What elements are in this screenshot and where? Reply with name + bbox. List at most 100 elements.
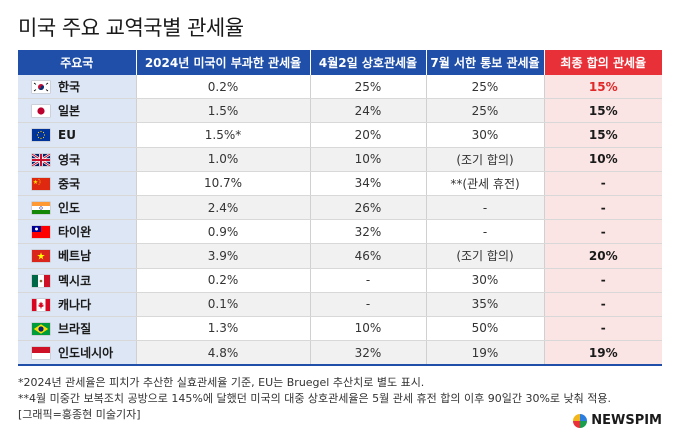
country-name: 인도네시아 xyxy=(58,346,114,361)
cell-country: EU xyxy=(18,122,137,148)
cell-april2-tariff: 32% xyxy=(310,219,427,245)
table-row: EU 1.5%* 20% 30% 15% xyxy=(18,122,662,148)
cell-country: 브라질 xyxy=(18,316,137,342)
cell-july-tariff: (조기 합의) xyxy=(426,243,545,269)
newspim-logo: NEWSPIM xyxy=(573,413,662,428)
japan-flag-icon xyxy=(32,105,50,118)
header-2024-tariff: 2024년 미국이 부과한 관세율 xyxy=(136,50,311,75)
cell-final-tariff: - xyxy=(544,268,662,293)
country-name: 멕시코 xyxy=(58,273,92,288)
table-row: 인도네시아 4.8% 32% 19% 19% xyxy=(18,340,662,367)
cell-2024-tariff: 10.7% xyxy=(136,171,311,196)
eu-flag-icon xyxy=(32,128,50,141)
cell-2024-tariff: 0.1% xyxy=(136,292,311,317)
cell-country: 영국 xyxy=(18,147,137,172)
cell-april2-tariff: - xyxy=(310,268,427,293)
table-header-row: 주요국 2024년 미국이 부과한 관세율 4월2일 상호관세율 7월 서한 통… xyxy=(18,50,662,75)
cell-april2-tariff: - xyxy=(310,292,427,317)
newspim-logo-icon xyxy=(573,413,588,428)
cell-2024-tariff: 1.5%* xyxy=(136,122,311,148)
cell-2024-tariff: 1.3% xyxy=(136,316,311,342)
cell-april2-tariff: 10% xyxy=(310,316,427,342)
cell-final-tariff: 20% xyxy=(544,243,662,269)
country-name: 일본 xyxy=(58,104,81,119)
country-name: 타이완 xyxy=(58,225,92,240)
cell-july-tariff: **(관세 휴전) xyxy=(426,171,545,196)
logo-text: NEWSPIM xyxy=(591,413,662,428)
header-country: 주요국 xyxy=(18,50,137,75)
mexico-flag-icon xyxy=(32,274,50,287)
cell-final-tariff: - xyxy=(544,171,662,196)
cell-2024-tariff: 4.8% xyxy=(136,340,311,367)
country-name: EU xyxy=(58,127,76,142)
cell-2024-tariff: 0.2% xyxy=(136,268,311,293)
country-name: 중국 xyxy=(58,176,81,191)
cell-july-tariff: - xyxy=(426,219,545,245)
cell-april2-tariff: 25% xyxy=(310,75,427,100)
cell-april2-tariff: 32% xyxy=(310,340,427,367)
cell-april2-tariff: 10% xyxy=(310,147,427,172)
taiwan-flag-icon xyxy=(32,226,50,239)
cell-2024-tariff: 1.5% xyxy=(136,98,311,124)
vietnam-flag-icon xyxy=(32,250,50,263)
cell-country: 타이완 xyxy=(18,219,137,245)
country-name: 캐나다 xyxy=(58,297,92,312)
graphic-credit: [그래픽=홍종현 미술기자] xyxy=(18,408,141,421)
cell-2024-tariff: 0.9% xyxy=(136,219,311,245)
cell-april2-tariff: 20% xyxy=(310,122,427,148)
cell-july-tariff: 19% xyxy=(426,340,545,367)
header-july-letter: 7월 서한 통보 관세율 xyxy=(426,50,545,75)
page-title: 미국 주요 교역국별 관세율 xyxy=(18,16,244,40)
india-flag-icon xyxy=(32,202,50,215)
cell-april2-tariff: 46% xyxy=(310,243,427,269)
table-row: 중국 10.7% 34% **(관세 휴전) - xyxy=(18,171,662,196)
country-name: 한국 xyxy=(58,80,81,95)
cell-july-tariff: 25% xyxy=(426,98,545,124)
table-row: 타이완 0.9% 32% - - xyxy=(18,219,662,245)
cell-july-tariff: 30% xyxy=(426,268,545,293)
tariff-table: 주요국 2024년 미국이 부과한 관세율 4월2일 상호관세율 7월 서한 통… xyxy=(18,50,662,367)
table-row: 멕시코 0.2% -30% - xyxy=(18,268,662,293)
cell-final-tariff: - xyxy=(544,219,662,245)
cell-final-tariff: 19% xyxy=(544,340,662,367)
cell-final-tariff: - xyxy=(544,292,662,317)
cell-country: 인도네시아 xyxy=(18,340,137,367)
country-name: 인도 xyxy=(58,201,81,216)
cell-country: 베트남 xyxy=(18,243,137,269)
china-flag-icon xyxy=(32,177,50,190)
table-row: 영국 1.0% 10% (조기 합의) 10% xyxy=(18,147,662,172)
country-name: 영국 xyxy=(58,152,81,167)
cell-final-tariff: - xyxy=(544,316,662,342)
brazil-flag-icon xyxy=(32,322,50,335)
cell-country: 인도 xyxy=(18,195,137,221)
table-row: 베트남 3.9% 46% (조기 합의) 20% xyxy=(18,243,662,269)
cell-country: 캐나다 xyxy=(18,292,137,317)
uk-flag-icon xyxy=(32,153,50,166)
cell-country: 멕시코 xyxy=(18,268,137,293)
cell-final-tariff: 15% xyxy=(544,75,662,100)
cell-july-tariff: 30% xyxy=(426,122,545,148)
country-name: 브라질 xyxy=(58,321,92,336)
header-final-agreement: 최종 합의 관세율 xyxy=(544,50,662,75)
cell-july-tariff: (조기 합의) xyxy=(426,147,545,172)
footnotes: *2024년 관세율은 피치가 추산한 실효관세율 기준, EU는 Bruege… xyxy=(18,375,611,423)
cell-2024-tariff: 0.2% xyxy=(136,75,311,100)
table-row: 브라질 1.3% 10% 50% - xyxy=(18,316,662,342)
table-row: 캐나다 0.1% -35% - xyxy=(18,292,662,317)
cell-july-tariff: - xyxy=(426,195,545,221)
header-april2-reciprocal: 4월2일 상호관세율 xyxy=(310,50,427,75)
cell-country: 중국 xyxy=(18,171,137,196)
cell-2024-tariff: 1.0% xyxy=(136,147,311,172)
cell-july-tariff: 25% xyxy=(426,75,545,100)
table-row: 한국 0.2% 25% 25% 15% xyxy=(18,75,662,100)
cell-country: 일본 xyxy=(18,98,137,124)
indonesia-flag-icon xyxy=(32,347,50,360)
cell-final-tariff: 10% xyxy=(544,147,662,172)
table-row: 인도 2.4% 26% - - xyxy=(18,195,662,221)
cell-2024-tariff: 3.9% xyxy=(136,243,311,269)
cell-final-tariff: 15% xyxy=(544,98,662,124)
country-name: 베트남 xyxy=(58,249,92,264)
canada-flag-icon xyxy=(32,298,50,311)
cell-final-tariff: - xyxy=(544,195,662,221)
